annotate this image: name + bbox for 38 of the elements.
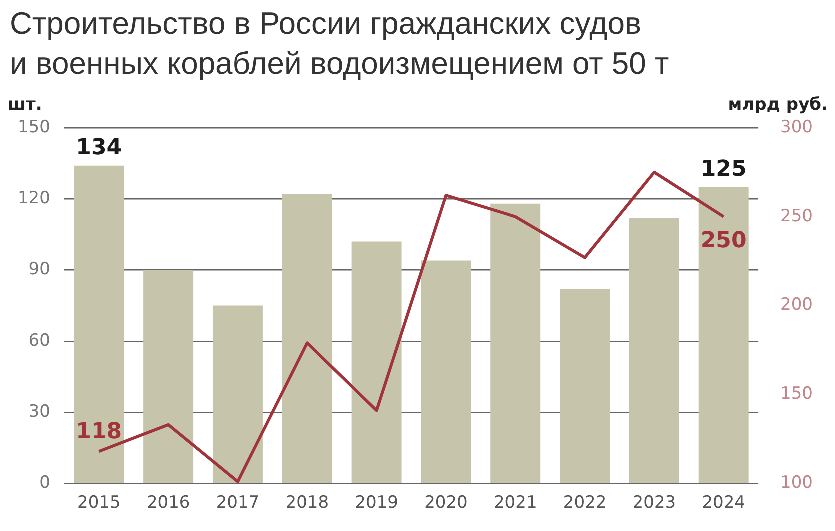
y2-axis-title: млрд руб.	[728, 94, 828, 115]
y-tick-label: 90	[28, 260, 50, 280]
bar	[421, 260, 472, 483]
data-label: 134	[76, 136, 122, 161]
x-tick-label: 2017	[216, 493, 260, 514]
bar	[560, 289, 610, 483]
y2-tick-label: 200	[780, 295, 814, 316]
x-tick-label: 2022	[563, 493, 607, 514]
y2-tick-label: 100	[780, 473, 814, 494]
data-label: 250	[700, 228, 747, 254]
y-tick-label: 150	[18, 117, 50, 138]
x-tick-label: 2020	[424, 493, 468, 514]
bar	[144, 270, 194, 483]
bar	[212, 306, 263, 483]
bar	[490, 204, 541, 483]
y-tick-label: 120	[18, 188, 50, 209]
x-tick-label: 2024	[702, 493, 746, 514]
chart-title: Строительство в России гражданских судов и военных кораблей водоизмещением от 50 т	[10, 5, 670, 83]
x-tick-label: 2023	[632, 493, 676, 514]
x-tick-label: 2019	[355, 493, 398, 514]
y-axis-title: шт.	[8, 94, 42, 115]
x-tick-label: 2018	[286, 493, 330, 514]
y-tick-label: 60	[28, 330, 50, 351]
data-label: 125	[700, 156, 747, 182]
bar	[352, 242, 402, 483]
y2-tick-label: 150	[780, 384, 814, 404]
y2-tick-label: 300	[780, 117, 814, 138]
y2-tick-label: 250	[780, 206, 814, 226]
bar	[629, 218, 680, 483]
x-tick-label: 2015	[78, 493, 121, 514]
x-tick-label: 2021	[494, 493, 538, 514]
data-label: 118	[76, 419, 122, 444]
bar	[698, 187, 749, 483]
y-tick-label: 0	[40, 473, 50, 494]
x-tick-label: 2016	[146, 493, 190, 514]
y-tick-label: 30	[28, 402, 50, 422]
bar	[74, 166, 124, 483]
bar	[282, 194, 332, 483]
